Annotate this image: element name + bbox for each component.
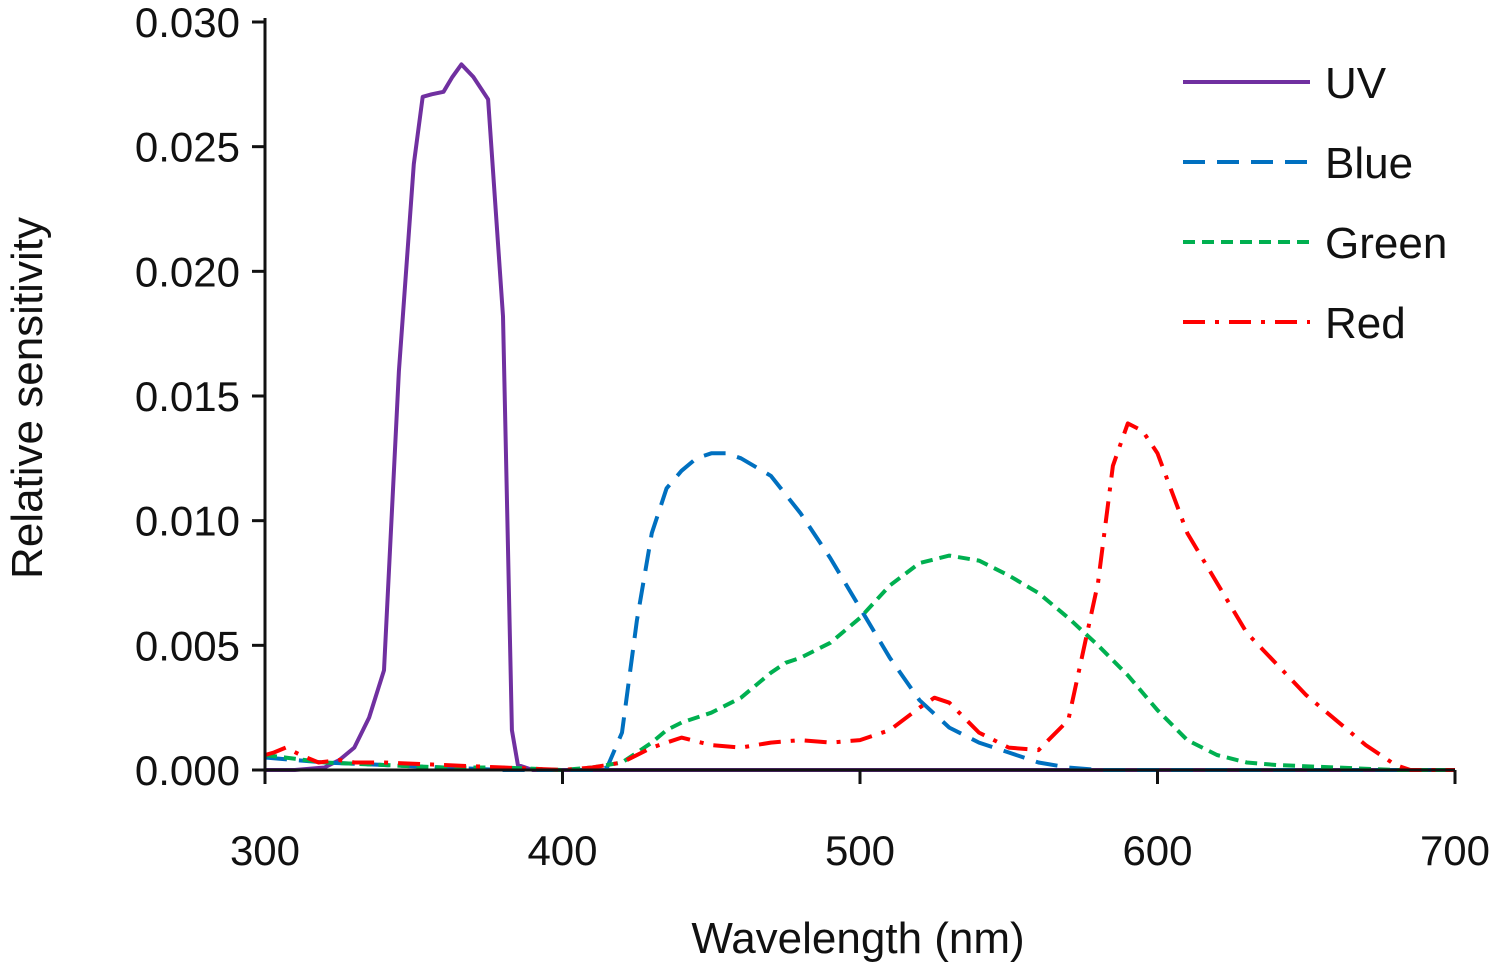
x-tick-label: 300 xyxy=(230,827,300,874)
series-line-uv xyxy=(265,62,1455,772)
tick-layer: 0.000 0.005 0.010 0.015 0.020 0.025 0.030 300 40… xyxy=(135,0,1490,874)
y-tick-label: 0.030 xyxy=(135,0,240,46)
legend-label: UV xyxy=(1325,59,1387,108)
legend-label: Red xyxy=(1325,299,1406,348)
x-tick-label: 700 xyxy=(1420,827,1490,874)
legend-label: Green xyxy=(1325,219,1447,268)
x-tick-label: 600 xyxy=(1122,827,1192,874)
legend-item-uv: UV xyxy=(1183,59,1387,108)
y-tick-label: 0.010 xyxy=(135,498,240,545)
legend-label: Blue xyxy=(1325,139,1413,188)
y-tick-label: 0.005 xyxy=(135,622,240,669)
legend-item-green: Green xyxy=(1183,219,1447,268)
legend-item-blue: Blue xyxy=(1183,139,1413,188)
y-tick-label: 0.015 xyxy=(135,373,240,420)
series-line-green xyxy=(264,553,1455,772)
series-line-blue xyxy=(264,451,1455,772)
legend-item-red: Red xyxy=(1183,299,1406,348)
series-line-red xyxy=(264,421,1455,772)
legend: UV Blue Green Red xyxy=(1183,59,1447,348)
axes-layer xyxy=(263,18,1455,772)
x-tick-label: 400 xyxy=(527,827,597,874)
y-tick-label: 0.000 xyxy=(135,747,240,794)
y-tick-label: 0.020 xyxy=(135,248,240,295)
series-layer xyxy=(264,62,1455,772)
y-tick-label: 0.025 xyxy=(135,124,240,171)
y-axis-title: Relative sensitivity xyxy=(3,217,52,579)
x-axis-title: Wavelength (nm) xyxy=(691,914,1024,963)
x-tick-label: 500 xyxy=(825,827,895,874)
